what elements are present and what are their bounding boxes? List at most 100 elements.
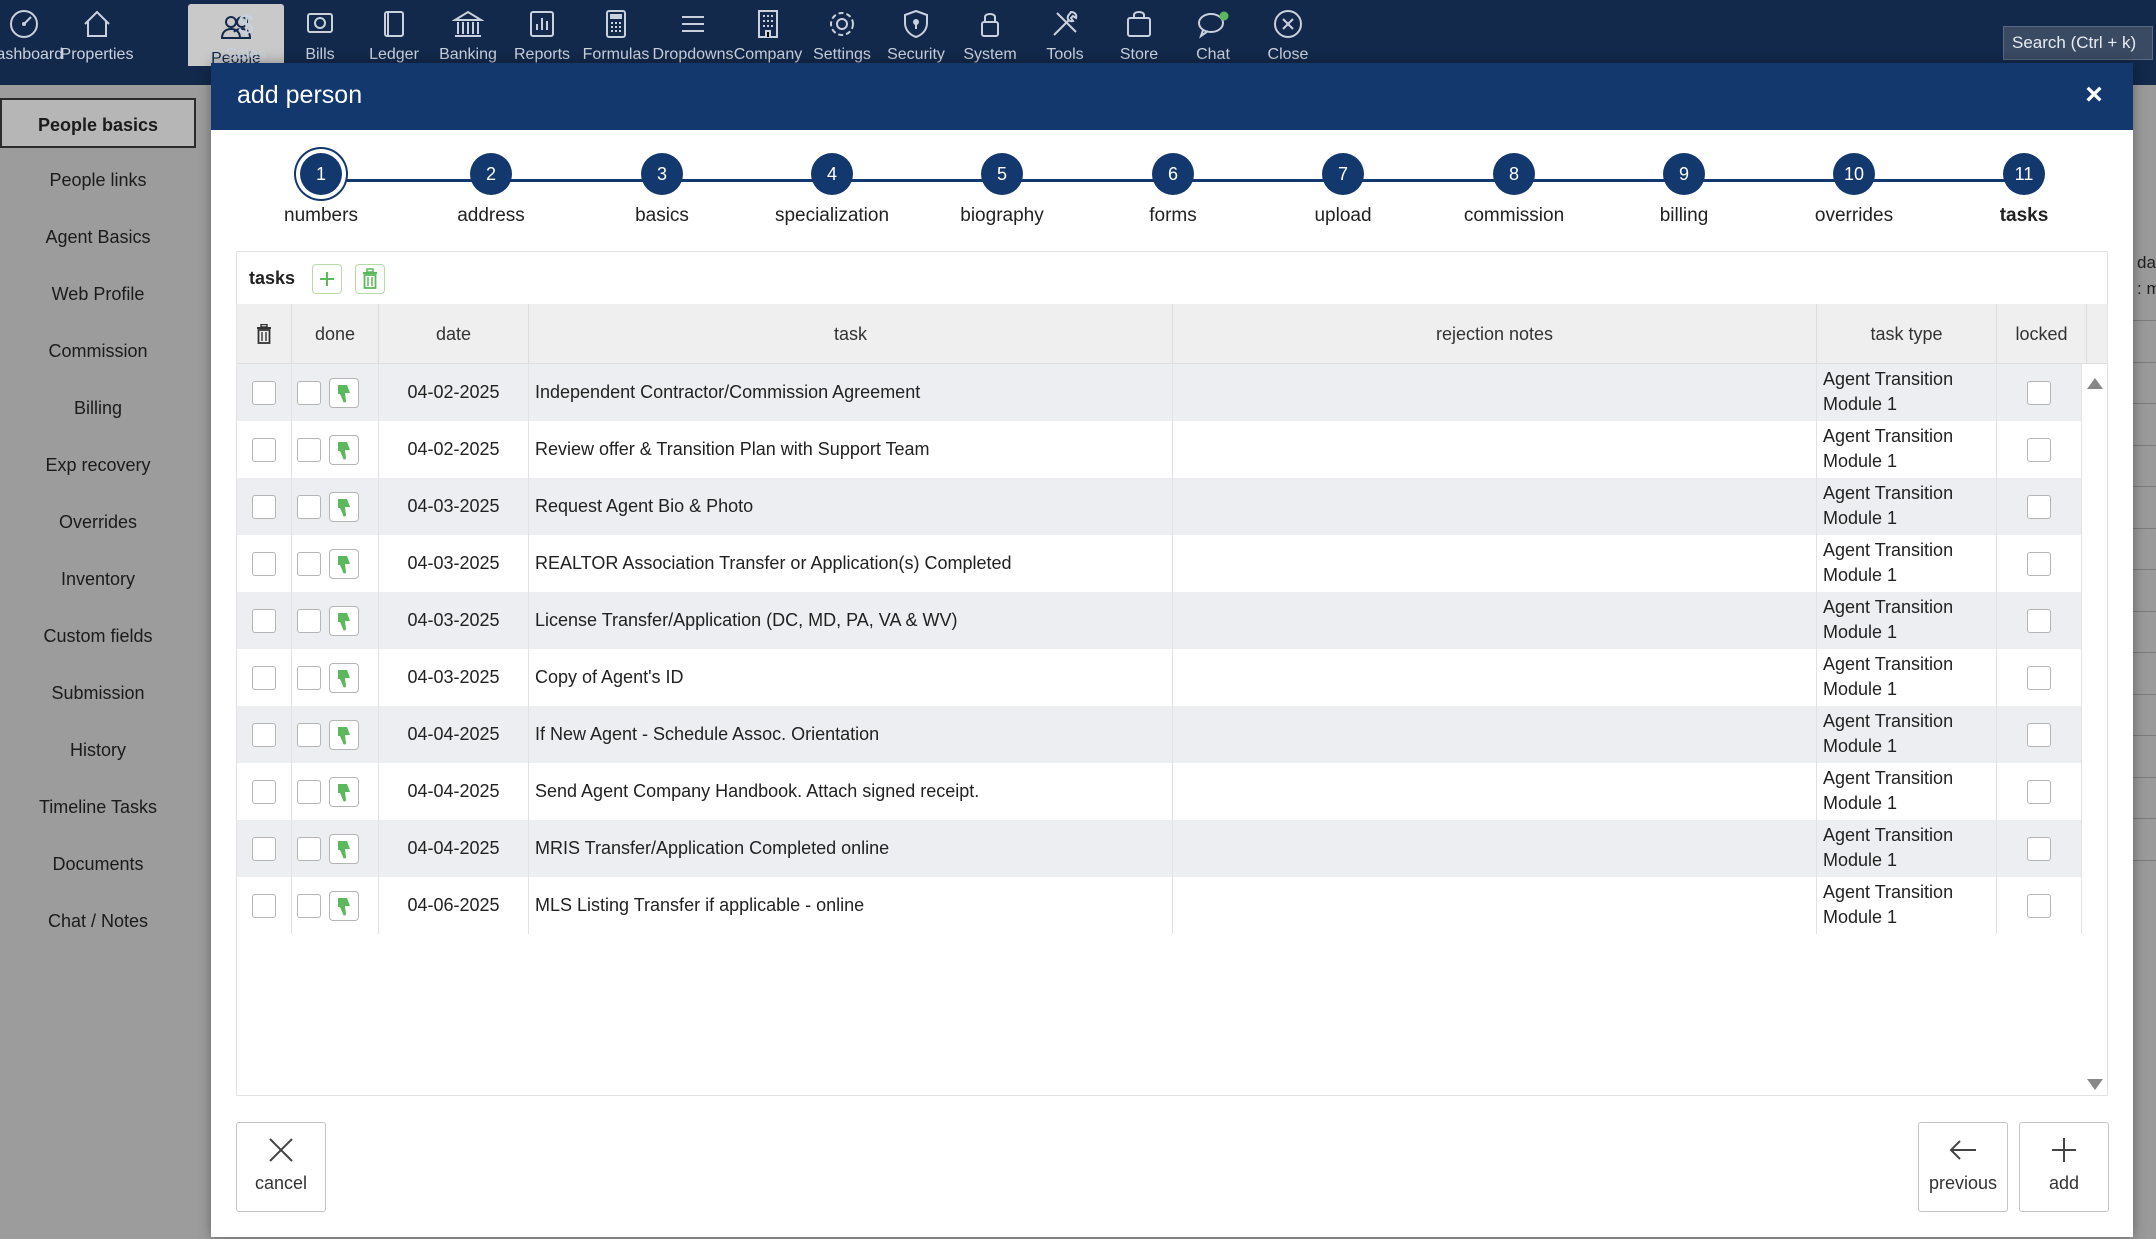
nav-item-reports[interactable]: Reports (494, 0, 590, 85)
sidebar-item-people-basics[interactable]: People basics (0, 98, 196, 148)
delete-tasks-button[interactable] (355, 264, 385, 294)
locked-checkbox[interactable] (2027, 609, 2051, 634)
sidebar-item-timeline-tasks[interactable]: Timeline Tasks (38, 797, 158, 817)
nav-item-company[interactable]: Company (720, 0, 816, 85)
table-row[interactable]: 04-06-2025 MLS Listing Transfer if applic… (237, 877, 2082, 934)
reject-task-button[interactable] (329, 720, 359, 751)
nav-item-security[interactable]: Security (868, 0, 964, 85)
nav-item-people[interactable]: People (188, 4, 284, 67)
sidebar-item-chat-notes[interactable]: Chat / Notes (47, 911, 149, 931)
rejection-notes-cell[interactable] (1173, 364, 1817, 421)
reject-task-button[interactable] (329, 777, 359, 808)
table-row[interactable]: 04-03-2025 REALTOR Association Transfer o… (237, 535, 2082, 592)
rejection-notes-cell[interactable] (1173, 421, 1817, 478)
locked-checkbox[interactable] (2027, 894, 2051, 919)
table-row[interactable]: 04-02-2025 Independent Contractor/Commiss… (237, 364, 2082, 421)
step-tasks[interactable]: 11 tasks (1939, 153, 2109, 227)
done-checkbox[interactable] (297, 438, 321, 463)
row-select-checkbox[interactable] (252, 837, 276, 862)
close-dialog-button[interactable]: × (2085, 78, 2103, 111)
rejection-notes-cell[interactable] (1173, 877, 1817, 934)
row-select-checkbox[interactable] (252, 894, 276, 919)
locked-checkbox[interactable] (2027, 723, 2051, 748)
table-row[interactable]: 04-02-2025 Review offer & Transition Plan… (237, 421, 2082, 478)
reject-task-button[interactable] (329, 435, 359, 466)
locked-checkbox[interactable] (2027, 837, 2051, 862)
column-header-date[interactable]: date (379, 304, 529, 364)
sidebar-item-exp-recovery[interactable]: Exp recovery (45, 455, 151, 475)
row-select-checkbox[interactable] (252, 381, 276, 406)
locked-checkbox[interactable] (2027, 780, 2051, 805)
locked-checkbox[interactable] (2027, 381, 2051, 406)
locked-checkbox[interactable] (2027, 495, 2051, 520)
rejection-notes-cell[interactable] (1173, 820, 1817, 877)
scroll-up-arrow-icon[interactable] (2086, 376, 2104, 390)
reject-task-button[interactable] (329, 492, 359, 523)
row-select-checkbox[interactable] (252, 780, 276, 805)
step-specialization[interactable]: 4 specialization (747, 153, 917, 227)
nav-item-system[interactable]: System (942, 0, 1038, 85)
done-checkbox[interactable] (297, 609, 321, 634)
rejection-notes-cell[interactable] (1173, 649, 1817, 706)
nav-item-sales[interactable]: $ Sales (198, 0, 294, 85)
done-checkbox[interactable] (297, 837, 321, 862)
select-all-delete-header[interactable] (237, 304, 292, 364)
row-select-checkbox[interactable] (252, 495, 276, 520)
reject-task-button[interactable] (329, 606, 359, 637)
sidebar-item-web-profile[interactable]: Web Profile (51, 284, 145, 304)
row-select-checkbox[interactable] (252, 552, 276, 577)
nav-item-store[interactable]: Store (1091, 0, 1187, 85)
reject-task-button[interactable] (329, 834, 359, 865)
nav-item-properties[interactable]: Properties (49, 0, 145, 85)
done-checkbox[interactable] (297, 666, 321, 691)
nav-item-tools[interactable]: Tools (1017, 0, 1113, 85)
sidebar-item-custom-fields[interactable]: Custom fields (43, 626, 153, 646)
table-row[interactable]: 04-03-2025 Copy of Agent's ID Agent Transi… (237, 649, 2082, 706)
done-checkbox[interactable] (297, 381, 321, 406)
nav-item-bills[interactable]: Bills (272, 0, 368, 85)
row-select-checkbox[interactable] (252, 438, 276, 463)
table-row[interactable]: 04-04-2025 If New Agent - Schedule Assoc.… (237, 706, 2082, 763)
scroll-down-arrow-icon[interactable] (2086, 1078, 2104, 1092)
done-checkbox[interactable] (297, 780, 321, 805)
step-billing[interactable]: 9 billing (1599, 153, 1769, 227)
cancel-button[interactable]: cancel (236, 1122, 326, 1212)
nav-item-banking[interactable]: Banking (420, 0, 516, 85)
nav-item-close[interactable]: Close (1240, 0, 1336, 85)
reject-task-button[interactable] (329, 891, 359, 922)
previous-button[interactable]: previous (1918, 1122, 2008, 1212)
step-numbers[interactable]: 1 numbers (236, 153, 406, 227)
step-overrides[interactable]: 10 overrides (1769, 153, 1939, 227)
table-row[interactable]: 04-03-2025 License Transfer/Application (… (237, 592, 2082, 649)
table-row[interactable]: 04-04-2025 MRIS Transfer/Application Comp… (237, 820, 2082, 877)
step-forms[interactable]: 6 forms (1088, 153, 1258, 227)
row-select-checkbox[interactable] (252, 723, 276, 748)
rejection-notes-cell[interactable] (1173, 535, 1817, 592)
add-button[interactable]: add (2019, 1122, 2109, 1212)
column-header-rejection-notes[interactable]: rejection notes (1173, 304, 1817, 364)
step-upload[interactable]: 7 upload (1258, 153, 1428, 227)
sidebar-item-history[interactable]: History (69, 740, 126, 760)
reject-task-button[interactable] (329, 663, 359, 694)
step-biography[interactable]: 5 biography (917, 153, 1087, 227)
rejection-notes-cell[interactable] (1173, 478, 1817, 535)
sidebar-item-inventory[interactable]: Inventory (60, 569, 136, 589)
nav-item-dropdowns[interactable]: Dropdowns (645, 0, 741, 85)
sidebar-item-commission[interactable]: Commission (48, 341, 148, 361)
locked-checkbox[interactable] (2027, 666, 2051, 691)
global-search-input[interactable] (2003, 26, 2153, 60)
rejection-notes-cell[interactable] (1173, 592, 1817, 649)
table-row[interactable]: 04-04-2025 Send Agent Company Handbook. A… (237, 763, 2082, 820)
sidebar-item-billing[interactable]: Billing (73, 398, 123, 418)
column-header-task-type[interactable]: task type (1817, 304, 1997, 364)
column-header-task[interactable]: task (529, 304, 1173, 364)
nav-item-ledger[interactable]: Ledger (346, 0, 442, 85)
column-header-done[interactable]: done (292, 304, 379, 364)
step-commission[interactable]: 8 commission (1429, 153, 1599, 227)
reject-task-button[interactable] (329, 378, 359, 409)
done-checkbox[interactable] (297, 552, 321, 577)
sidebar-item-people-links[interactable]: People links (49, 170, 147, 190)
locked-checkbox[interactable] (2027, 438, 2051, 463)
sidebar-item-overrides[interactable]: Overrides (58, 512, 138, 532)
locked-checkbox[interactable] (2027, 552, 2051, 577)
